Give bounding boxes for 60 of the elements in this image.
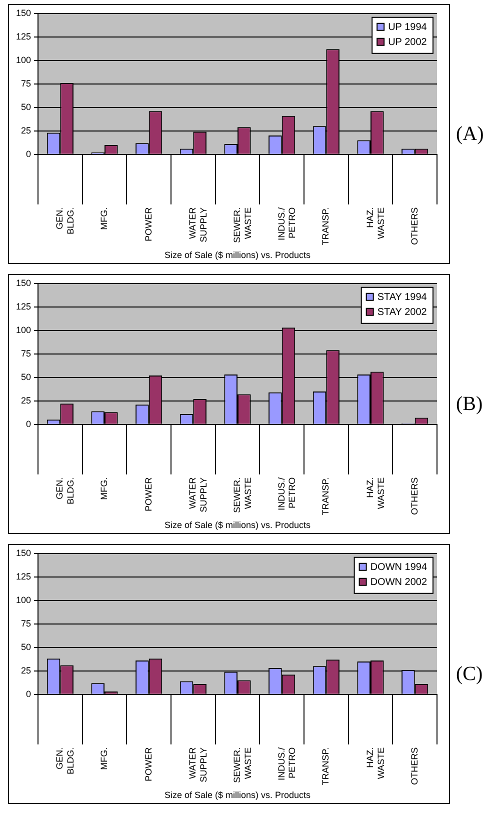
x-tick-label: GEN. BLDG.	[54, 747, 76, 774]
legend-label: DOWN 1994	[370, 562, 428, 574]
text: (B)	[456, 392, 483, 416]
y-tick-label: 25	[21, 665, 32, 676]
x-tick-label: TRANSP.	[320, 207, 331, 246]
y-tick-label: 25	[21, 395, 32, 406]
x-tick-label: HAZ. WASTE	[364, 207, 386, 240]
y-tick-label: 150	[16, 278, 32, 288]
x-tick-label: GEN. BLDG.	[54, 477, 76, 504]
y-tick-label: 75	[21, 348, 32, 358]
x-tick-label: INDUS./ PETRO	[276, 746, 298, 780]
x-tick-label: TRANSP.	[320, 747, 331, 786]
y-tick-label: 100	[16, 594, 32, 605]
legend-label: UP 2002	[388, 37, 428, 48]
x-axis-title: Size of Sale ($ millions) vs. Products	[164, 250, 312, 260]
y-tick-label: 0	[26, 688, 32, 699]
x-tick-label: INDUS./ PETRO	[276, 206, 298, 240]
x-tick-label: WATER SUPPLY	[188, 476, 208, 512]
y-tick-label: 50	[21, 102, 32, 112]
x-tick-label: MFG.	[99, 747, 109, 770]
x-tick-label: WATER SUPPLY	[188, 206, 208, 242]
x-tick-label: GEN. BLDG.	[54, 207, 76, 234]
legend-label: STAY 2002	[377, 307, 428, 318]
x-tick-label: POWER	[143, 476, 154, 512]
legend-label: UP 1994	[388, 22, 428, 34]
y-tick-label: 75	[21, 78, 32, 88]
y-tick-label: 0	[26, 418, 32, 429]
x-tick-label: WATER SUPPLY	[188, 746, 208, 782]
x-axis-title: Size of Sale ($ millions) vs. Products	[164, 790, 312, 800]
y-tick-label: 25	[21, 125, 32, 136]
x-tick-label: SEWER. WASTE	[232, 477, 253, 513]
x-tick-label: TRANSP.	[320, 477, 331, 516]
y-tick-label: 125	[16, 31, 32, 42]
y-tick-label: 150	[16, 548, 32, 558]
x-tick-label: MFG.	[99, 207, 109, 230]
legend-label: DOWN 2002	[370, 577, 428, 588]
x-tick-label: POWER	[143, 746, 154, 782]
y-tick-label: 50	[21, 372, 32, 382]
x-tick-label: POWER	[143, 206, 154, 242]
y-tick-label: 100	[16, 324, 32, 335]
y-tick-label: 0	[26, 148, 32, 159]
y-tick-label: 125	[16, 571, 32, 582]
x-tick-label: OTHERS	[409, 207, 420, 245]
x-tick-label: HAZ. WASTE	[364, 747, 386, 780]
y-tick-label: 100	[16, 54, 32, 65]
y-tick-label: 150	[16, 8, 32, 18]
x-tick-label: MFG.	[99, 477, 109, 500]
x-tick-label: SEWER. WASTE	[232, 207, 253, 243]
x-tick-label: HAZ. WASTE	[364, 477, 386, 510]
legend-label: STAY 1994	[377, 292, 428, 304]
y-tick-label: 50	[21, 642, 32, 652]
x-axis-title: Size of Sale ($ millions) vs. Products	[164, 520, 312, 530]
x-tick-label: SEWER. WASTE	[232, 747, 253, 783]
x-tick-label: OTHERS	[409, 477, 420, 515]
x-tick-label: OTHERS	[409, 747, 420, 785]
y-tick-label: 75	[21, 618, 32, 628]
text: (A)	[456, 122, 484, 146]
text: (C)	[456, 662, 483, 686]
y-tick-label: 125	[16, 301, 32, 312]
x-tick-label: INDUS./ PETRO	[276, 476, 298, 510]
